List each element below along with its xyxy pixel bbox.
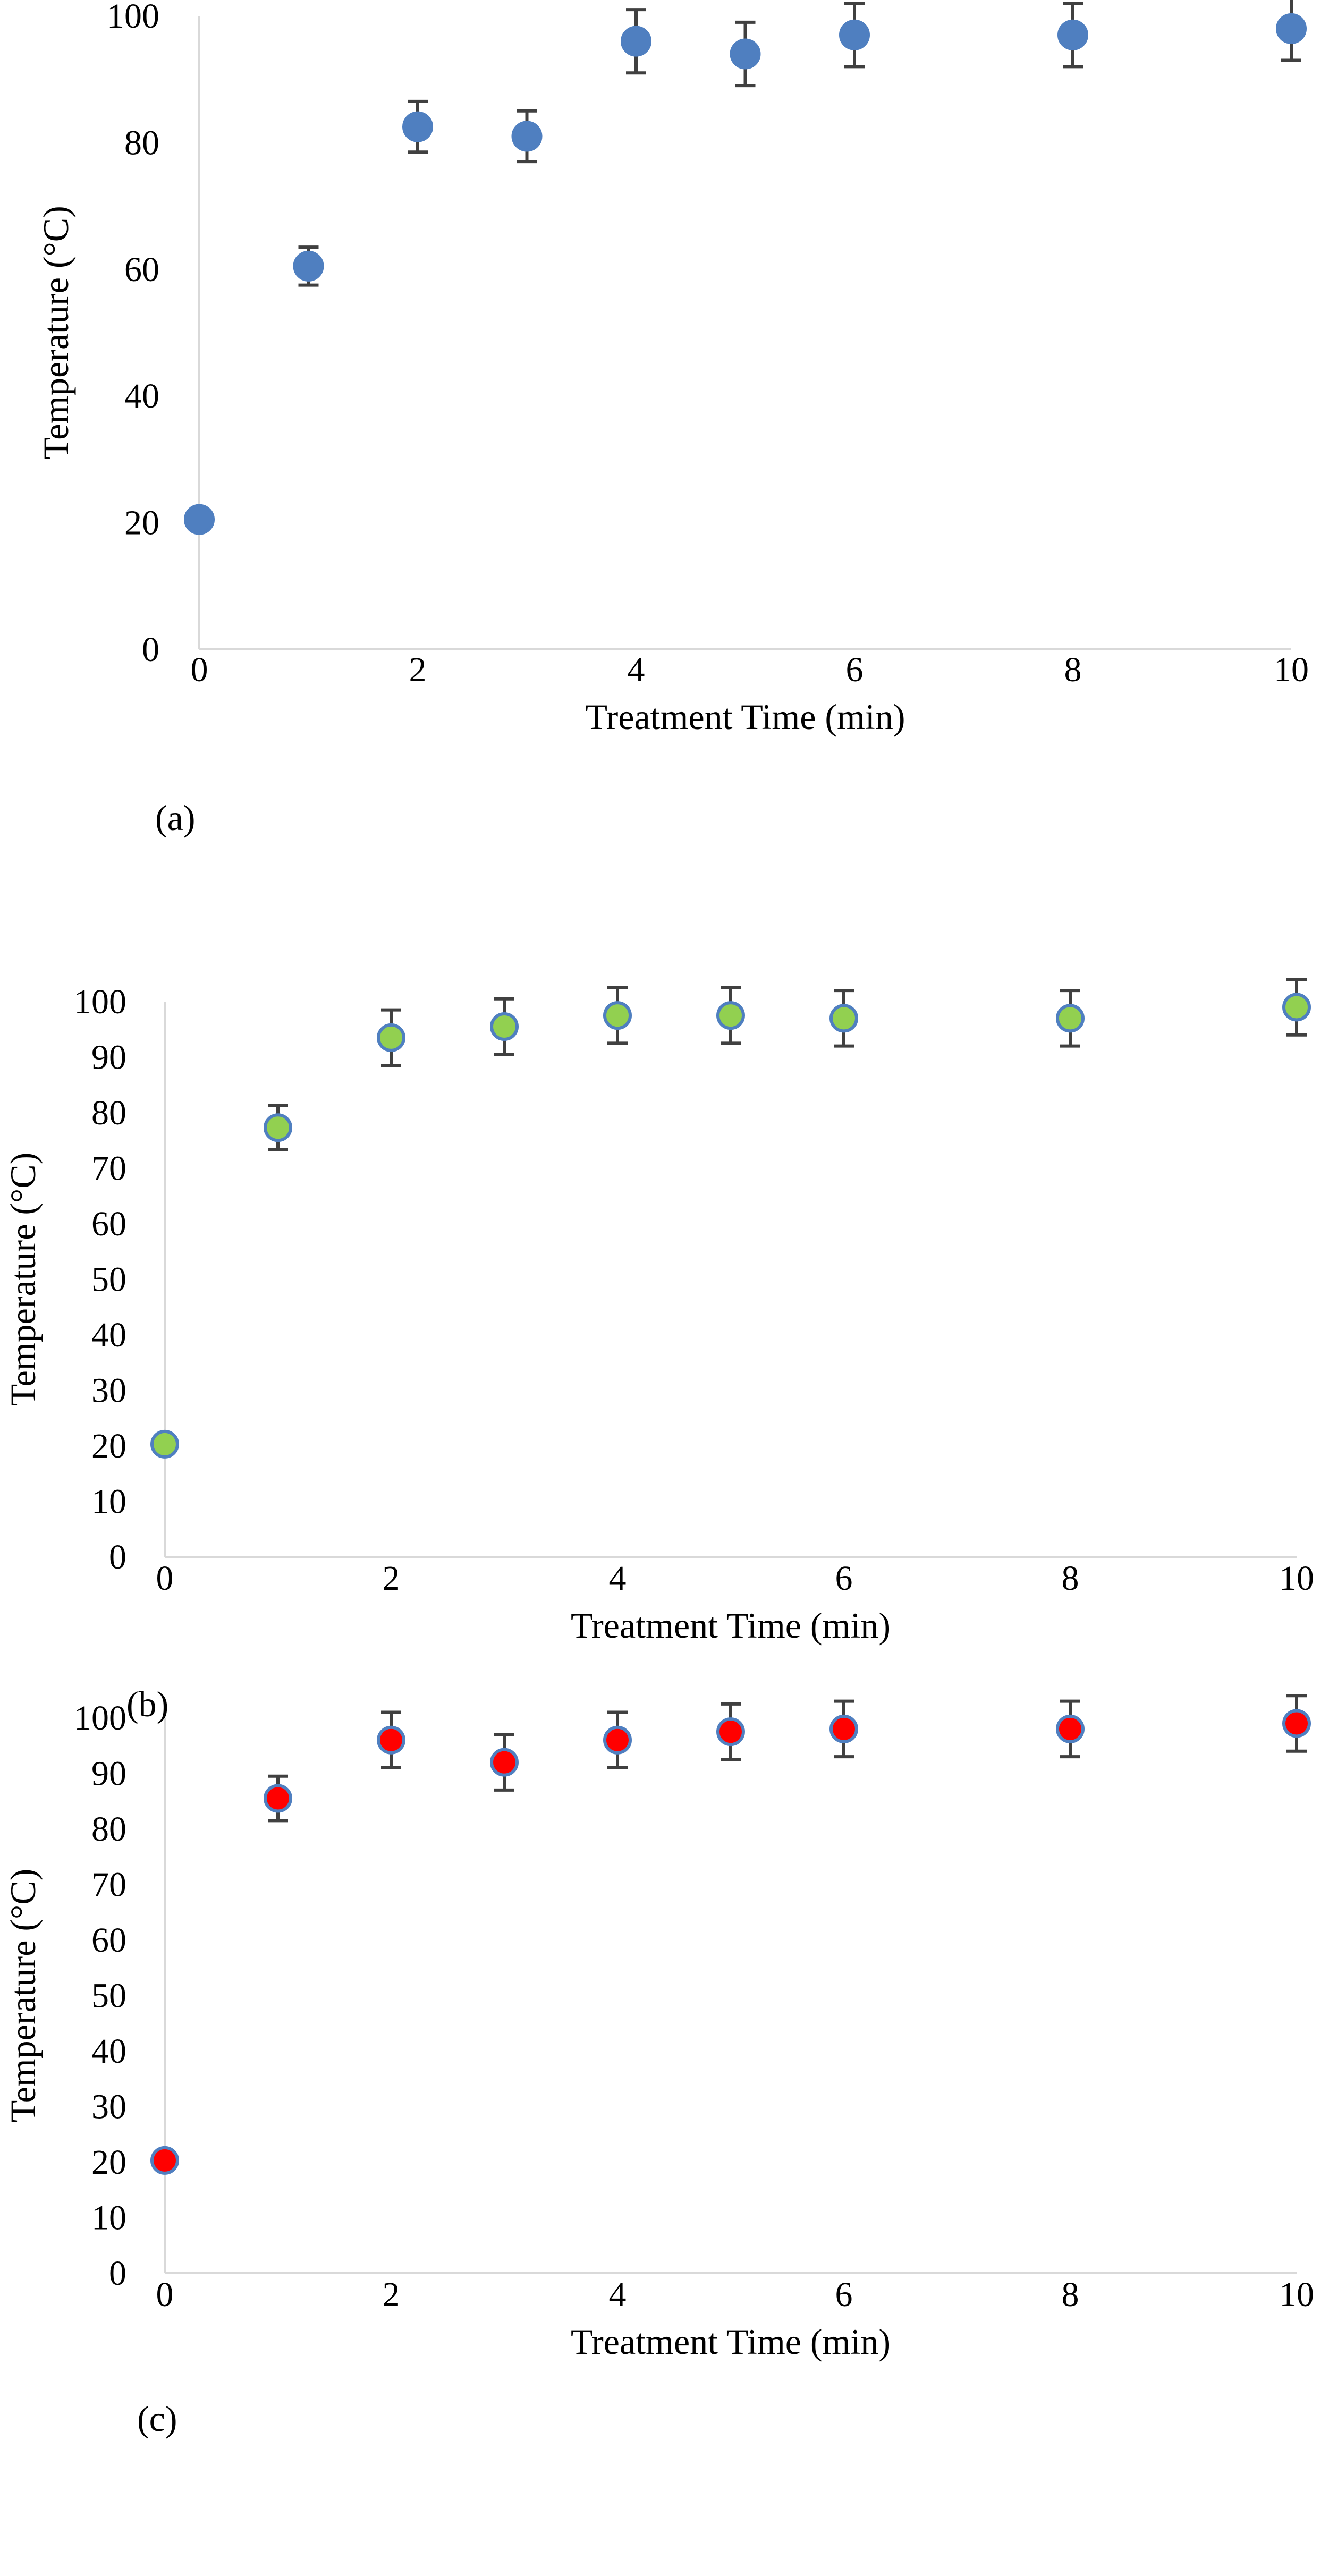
- data-point: [829, 1714, 858, 1743]
- data-point: [716, 1717, 745, 1747]
- data-point: [490, 1012, 519, 1041]
- panel-label: (c): [137, 2399, 177, 2439]
- data-point: [184, 504, 215, 535]
- y-tick-label: 40: [91, 2032, 126, 2071]
- data-point: [377, 1023, 405, 1052]
- data-point: [264, 1784, 292, 1813]
- y-tick-label: 10: [91, 2199, 126, 2238]
- data-point: [829, 1004, 858, 1033]
- data-point: [150, 1429, 179, 1459]
- y-tick-label: 60: [124, 250, 159, 289]
- y-tick-label: 20: [124, 504, 159, 543]
- data-point: [402, 111, 433, 142]
- data-point: [1282, 993, 1311, 1022]
- y-tick-label: 80: [91, 1094, 126, 1132]
- y-tick-label: 0: [109, 1538, 126, 1577]
- x-tick-label: 4: [609, 2275, 627, 2314]
- x-tick-label: 4: [609, 1559, 627, 1598]
- y-tick-label: 70: [91, 1149, 126, 1188]
- y-tick-label: 70: [91, 1866, 126, 1904]
- data-point: [490, 1748, 519, 1777]
- data-point: [1282, 1709, 1311, 1738]
- y-tick-label: 40: [91, 1316, 126, 1354]
- y-tick-label: 60: [91, 1205, 126, 1243]
- data-point: [730, 38, 761, 70]
- data-point: [1276, 13, 1307, 44]
- y-tick-label: 10: [91, 1482, 126, 1521]
- x-axis-title: Treatment Time (min): [571, 2321, 891, 2362]
- x-tick-label: 2: [383, 2275, 400, 2314]
- x-tick-label: 6: [835, 1559, 853, 1598]
- x-tick-label: 6: [835, 2275, 853, 2314]
- x-tick-label: 2: [383, 1559, 400, 1598]
- y-tick-label: 90: [91, 1038, 126, 1077]
- data-point: [716, 1001, 745, 1030]
- y-tick-label: 50: [91, 1977, 126, 2015]
- x-tick-label: 4: [628, 650, 645, 689]
- y-tick-label: 30: [91, 2088, 126, 2126]
- x-tick-label: 8: [1062, 2275, 1079, 2314]
- x-tick-label: 0: [156, 1559, 174, 1598]
- x-tick-label: 8: [1062, 1559, 1079, 1598]
- y-tick-label: 100: [74, 982, 126, 1021]
- y-tick-label: 100: [74, 1699, 126, 1738]
- data-point: [264, 1113, 292, 1142]
- y-tick-label: 40: [124, 377, 159, 416]
- y-tick-label: 0: [142, 630, 159, 669]
- data-point: [1056, 1004, 1085, 1033]
- x-axis-title: Treatment Time (min): [586, 697, 905, 737]
- data-point: [150, 2146, 179, 2175]
- x-tick-label: 2: [409, 650, 427, 689]
- y-tick-label: 20: [91, 1427, 126, 1465]
- y-tick-label: 60: [91, 1921, 126, 1960]
- y-axis-title: Temperature (°C): [3, 1153, 43, 1406]
- data-point: [1056, 1714, 1085, 1743]
- panel-label: (a): [155, 798, 195, 838]
- data-point: [621, 26, 651, 57]
- x-tick-label: 10: [1274, 650, 1309, 689]
- x-tick-label: 0: [156, 2275, 174, 2314]
- y-tick-label: 30: [91, 1371, 126, 1410]
- y-tick-label: 0: [109, 2254, 126, 2293]
- y-tick-label: 90: [91, 1755, 126, 1793]
- data-point: [603, 1725, 632, 1755]
- y-tick-label: 20: [91, 2143, 126, 2182]
- y-tick-label: 50: [91, 1260, 126, 1299]
- y-tick-label: 80: [124, 123, 159, 162]
- data-point: [377, 1725, 405, 1755]
- data-point: [603, 1001, 632, 1030]
- x-tick-label: 8: [1064, 650, 1082, 689]
- x-tick-label: 6: [846, 650, 864, 689]
- data-point: [293, 250, 324, 282]
- data-point: [1057, 19, 1088, 50]
- x-tick-label: 10: [1279, 2275, 1314, 2314]
- x-tick-label: 0: [191, 650, 208, 689]
- panel-label: (b): [126, 1684, 168, 1724]
- x-tick-label: 10: [1279, 1559, 1314, 1598]
- chart-panel-c: 0 10 20 30 40 50 60 70 80 90 100 0 2 4 6 8 10 Treatment T…: [3, 1694, 1314, 2439]
- y-tick-label: 80: [91, 1810, 126, 1849]
- y-tick-label: 100: [107, 0, 159, 36]
- y-axis-title: Temperature (°C): [3, 1869, 43, 2122]
- x-axis-title: Treatment Time (min): [571, 1605, 891, 1646]
- chart-panel-a: 0 20 40 60 80 100 0 2 4 6 8 10 Treatment Time (min) T…: [36, 0, 1309, 838]
- chart-panel-b: 0 10 20 30 40 50 60 70 80 90 100 0 2 4 6 8 10 Treatment T…: [3, 978, 1314, 1724]
- y-axis-title: Temperature (°C): [36, 206, 76, 459]
- data-point: [511, 121, 543, 152]
- data-point: [839, 19, 870, 50]
